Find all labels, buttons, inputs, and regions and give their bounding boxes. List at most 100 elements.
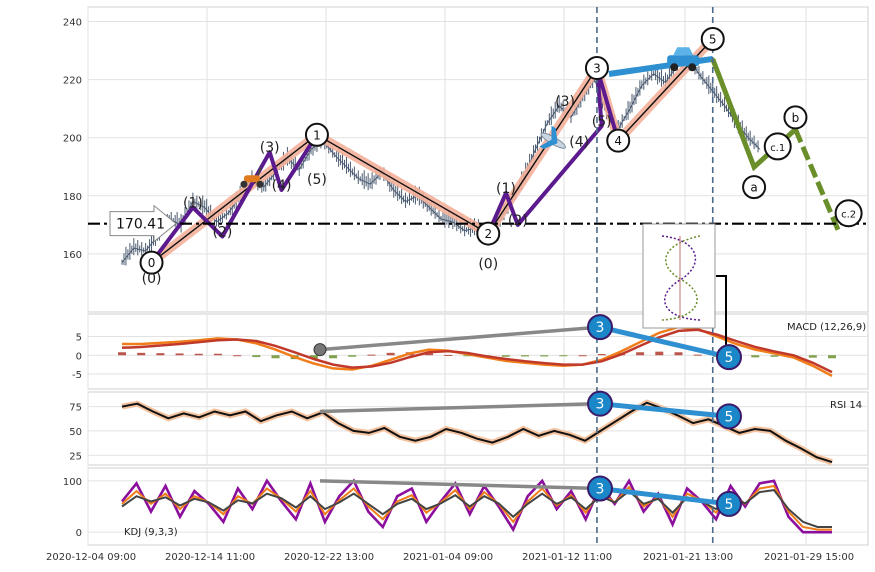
divergence-marker: [587, 314, 613, 341]
price-line: [121, 58, 761, 263]
wave-circle: [700, 26, 725, 51]
divergence-blue: [599, 486, 730, 507]
macd-histogram-bar: [425, 353, 434, 356]
divergence-line: [319, 325, 601, 352]
rsi-y-tick-label: 25: [69, 451, 82, 462]
macd-histogram-bar: [770, 355, 779, 357]
divergence-marker: [587, 475, 613, 502]
wave-circle: [834, 199, 863, 228]
divergence-blue: [599, 324, 730, 360]
divergence-line: [319, 479, 601, 491]
wave-label: (2): [213, 224, 233, 240]
wave-circle: [584, 56, 609, 80]
macd-panel-frame: [87, 313, 869, 390]
macd-histogram-bar: [501, 355, 510, 357]
rsi-title: RSI 14: [830, 400, 862, 411]
macd-histogram-bar: [156, 353, 165, 356]
macd-histogram-bar: [828, 355, 836, 359]
wave-label: 5: [709, 32, 717, 46]
divergence-blue: [599, 401, 730, 419]
macd-histogram-bar: [252, 355, 261, 358]
price-y-tick-label: 160: [63, 250, 82, 261]
macd-histogram-bar: [118, 352, 126, 356]
divergence-anchor: [313, 343, 327, 357]
kdj-panel-frame: [87, 467, 869, 546]
x-tick-label: 2021-01-04 09:00: [403, 552, 493, 563]
macd-histogram-bar: [636, 352, 645, 356]
level-label: 170.41: [116, 217, 165, 233]
x-tick-label: 2021-01-29 15:00: [764, 552, 854, 563]
macd-histogram-bar: [808, 355, 817, 358]
wave-circle: [139, 250, 164, 275]
inset-pointer: [716, 275, 727, 348]
wave-label: (5): [307, 172, 327, 188]
macd-title: MACD (12,26,9): [787, 322, 866, 333]
macd-histogram-bar: [329, 355, 338, 359]
wave-label: 0: [148, 256, 156, 270]
divergence-marker-label: 3: [596, 397, 605, 413]
divergence-marker-label: 3: [596, 320, 605, 336]
wave-label: (5): [592, 114, 612, 130]
wave-thumbnail-inset: [642, 223, 716, 329]
sub-wave-1: [149, 133, 319, 264]
macd-histogram-bar: [175, 353, 184, 356]
macd-histogram-bar: [463, 355, 472, 357]
x-tick-label: 2021-01-21 13:00: [643, 552, 733, 563]
divergence-marker-label: 5: [725, 497, 734, 513]
macd-histogram-bar: [367, 354, 376, 356]
wave-label: 3: [593, 62, 601, 76]
rsi-y-tick-label: 75: [69, 403, 82, 414]
macd-histogram-bar: [233, 355, 242, 357]
wave-label: b: [792, 111, 800, 125]
x-tick-label: 2020-12-14 11:00: [165, 552, 255, 563]
price-panel-frame: [87, 6, 869, 313]
macd-histogram-bar: [520, 355, 529, 357]
macd-histogram-bar: [655, 351, 664, 356]
wave-label: a: [750, 181, 757, 195]
wave-label: c.2: [841, 210, 856, 221]
x-tick-label: 2020-12-22 13:00: [284, 552, 374, 563]
macd-histogram-bar: [348, 355, 357, 357]
divergence-marker: [587, 390, 613, 417]
kdj-line-2: [121, 489, 832, 528]
divergence-marker-label: 5: [725, 409, 734, 425]
wave-circle: [742, 175, 767, 200]
wave-circle: [783, 105, 808, 130]
macd-y-tick-label: 0: [76, 351, 82, 362]
wave-label: (1): [183, 195, 203, 211]
price-y-tick-label: 220: [63, 76, 82, 87]
wave-label: c.1: [770, 143, 785, 154]
macd-histogram-bar: [693, 354, 702, 356]
divergence-marker-label: 5: [725, 350, 734, 366]
rsi-line: [121, 401, 833, 464]
wave-label: (0): [142, 271, 162, 287]
macd-histogram-bar: [386, 352, 395, 356]
level-arrow-icon: [109, 204, 177, 243]
macd-histogram-bar: [444, 354, 453, 356]
macd-histogram-bar: [194, 353, 203, 356]
macd-histogram-bar: [559, 355, 568, 357]
price-y-tick-label: 180: [63, 192, 82, 203]
macd-y-tick-label: -5: [72, 370, 82, 381]
wave-circle: [606, 128, 631, 153]
divergence-marker: [716, 490, 742, 517]
macd-y-tick-label: 5: [76, 333, 82, 344]
wave-label: 1: [313, 128, 321, 142]
x-tick-label: 2021-01-12 11:00: [522, 552, 612, 563]
wave-label: (1): [496, 181, 516, 197]
wave-circle: [763, 132, 792, 161]
divergence-marker-label: 3: [596, 482, 605, 498]
macd-histogram-bar: [674, 352, 683, 356]
kdj-title: KDJ (9,3,3): [124, 527, 178, 538]
macd-histogram-bar: [213, 353, 222, 356]
price-y-tick-label: 200: [63, 134, 82, 145]
scooter-icon: [240, 166, 264, 188]
divergence-line: [319, 401, 601, 414]
rsi-panel-frame: [87, 391, 869, 466]
wave-circle: [476, 221, 501, 246]
kdj-y-tick-label: 100: [63, 477, 82, 488]
airplane-icon: [539, 125, 566, 150]
rsi-y-tick-label: 50: [69, 427, 82, 438]
sub-wave-3: [486, 66, 621, 235]
wave-circle: [304, 122, 329, 147]
